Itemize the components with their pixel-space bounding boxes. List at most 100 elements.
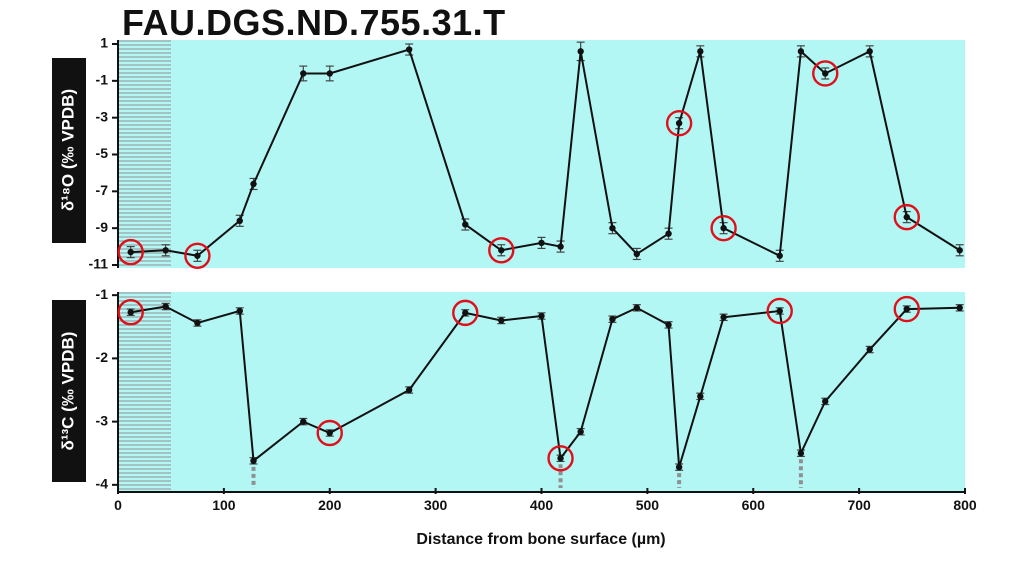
highlight-circle [488, 237, 515, 264]
highlight-circle [812, 60, 839, 87]
chart-title: FAU.DGS.ND.755.31.T [122, 2, 506, 43]
data-point [866, 346, 873, 353]
data-point [300, 70, 307, 77]
y-tick-label: -7 [96, 182, 109, 198]
data-point [405, 46, 413, 53]
highlight-circle [117, 238, 144, 266]
data-point [903, 213, 910, 221]
data-point [127, 248, 134, 256]
data-point [609, 315, 616, 323]
y-tick-label: -2 [96, 349, 109, 365]
data-point [557, 455, 564, 462]
data-point [633, 304, 640, 312]
data-point [609, 224, 616, 232]
x-tick-label: 100 [212, 497, 236, 513]
carbon-ylabel-box [52, 300, 86, 482]
data-point [162, 303, 169, 310]
data-point [557, 243, 564, 250]
data-point [405, 386, 413, 394]
data-point [903, 305, 910, 313]
carbon-y-ticks: -1 -2 -3 -4 [96, 286, 118, 492]
oxygen-panel: δ¹⁸O (‰ VPDB) 1 -1 -3 -5 -7 -9 -11 [52, 35, 965, 272]
data-point [462, 221, 469, 228]
x-tick-label: 300 [424, 497, 448, 513]
data-point [498, 317, 505, 324]
carbon-plot-area [118, 292, 965, 492]
highlight-circle [665, 109, 693, 137]
data-point [797, 450, 805, 457]
data-point [797, 48, 805, 55]
data-point [776, 307, 783, 315]
data-point [866, 48, 873, 55]
data-point [250, 457, 257, 465]
data-point [697, 48, 704, 55]
x-tick-label: 500 [636, 497, 660, 513]
highlight-circle [547, 445, 574, 472]
data-point [236, 307, 243, 315]
carbon-circle-markers [117, 295, 920, 472]
data-point [633, 250, 640, 258]
data-point [250, 180, 257, 188]
highlight-circle [117, 299, 144, 326]
carbon-hatched-region [118, 292, 171, 492]
x-tick-label: 200 [318, 497, 342, 513]
data-point [538, 239, 545, 247]
data-point [822, 398, 829, 405]
data-point [326, 429, 333, 437]
data-point [538, 312, 545, 320]
oxygen-ylabel-box [52, 58, 86, 243]
highlight-circle [710, 214, 737, 242]
oxygen-hatched-region [118, 40, 171, 268]
data-point [326, 70, 333, 77]
data-point [577, 428, 584, 435]
x-tick-label: 0 [114, 497, 122, 513]
data-point [498, 247, 505, 254]
data-point [697, 393, 704, 400]
highlight-circle [452, 299, 479, 327]
data-point [675, 463, 683, 471]
y-tick-label: -11 [89, 256, 109, 272]
data-point [675, 119, 683, 127]
data-point [776, 252, 783, 259]
data-point [956, 304, 963, 312]
oxygen-points [127, 46, 963, 259]
data-point [162, 247, 169, 254]
y-tick-label: 1 [100, 35, 108, 51]
x-axis-label: Distance from bone surface (µm) [416, 531, 665, 548]
data-point [665, 321, 672, 329]
highlight-circle [893, 295, 920, 323]
highlight-circle [316, 419, 343, 447]
y-tick-label: -3 [96, 108, 109, 124]
y-tick-label: -5 [96, 145, 109, 161]
data-point [300, 418, 307, 425]
data-point [236, 217, 243, 224]
oxygen-circle-markers [117, 60, 920, 269]
y-tick-label: -1 [96, 72, 109, 88]
y-tick-label: -1 [96, 286, 109, 302]
data-point [956, 247, 963, 254]
highlight-circle [184, 242, 211, 269]
highlight-circle [766, 297, 793, 325]
data-point [822, 70, 829, 77]
carbon-points [127, 303, 963, 471]
oxygen-y-axis-label: δ¹⁸O (‰ VPDB) [58, 89, 77, 211]
carbon-panel: δ¹³C (‰ VPDB) -1 -2 -3 -4 0 100 200 300 400 500 6… [52, 286, 977, 548]
x-ticks: 0 100 200 300 400 500 600 700 800 [114, 488, 977, 513]
data-point [194, 252, 201, 259]
data-point [127, 309, 134, 316]
x-tick-label: 400 [530, 497, 554, 513]
x-tick-label: 700 [847, 497, 871, 513]
highlight-circle [893, 203, 920, 231]
carbon-y-axis-label: δ¹³C (‰ VPDB) [58, 332, 77, 451]
data-point [720, 224, 727, 232]
data-point [194, 319, 201, 327]
carbon-dashed-drops [251, 459, 803, 488]
data-point [577, 48, 584, 55]
x-tick-label: 800 [953, 497, 977, 513]
data-point [720, 314, 727, 321]
x-tick-label: 600 [742, 497, 766, 513]
oxygen-y-ticks: 1 -1 -3 -5 -7 -9 -11 [89, 35, 118, 272]
y-tick-label: -3 [96, 412, 109, 428]
data-point [665, 230, 672, 237]
